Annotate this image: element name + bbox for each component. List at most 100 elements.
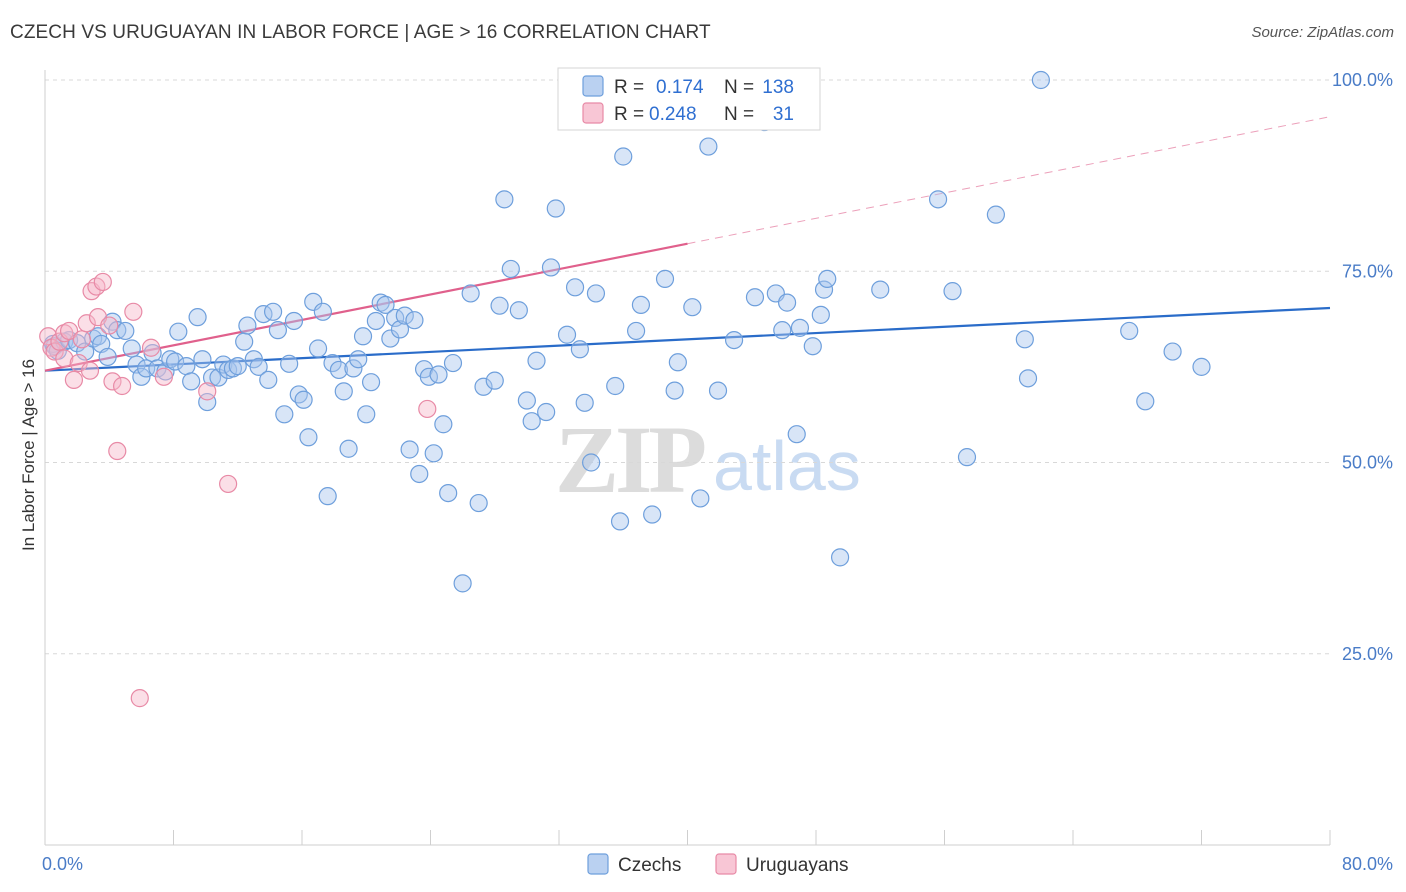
uruguayans-point <box>55 324 74 343</box>
czechs-point <box>344 359 363 378</box>
czechs-point <box>665 381 684 400</box>
czechs-point <box>546 199 565 218</box>
czechs-point <box>193 350 212 369</box>
czechs-point <box>699 137 718 156</box>
chart-source: Source: ZipAtlas.com <box>1251 24 1394 41</box>
czechs-point <box>490 296 509 315</box>
watermark-atlas: atlas <box>713 427 861 505</box>
czechs-point <box>787 425 806 444</box>
uruguayans-point <box>100 316 119 335</box>
czechs-point <box>485 371 504 390</box>
y-axis-label: In Labor Force | Age > 16 <box>19 359 38 551</box>
czechs-point <box>1163 342 1182 361</box>
czechs-point <box>626 321 646 341</box>
czechs-point <box>811 305 830 324</box>
czechs-point <box>228 357 247 376</box>
czechs-point <box>424 444 443 463</box>
czechs-point <box>668 353 687 372</box>
czechs-point <box>166 352 185 371</box>
czechs-point <box>313 302 332 321</box>
czechs-point <box>381 329 400 348</box>
uruguayans-point <box>103 372 122 391</box>
uruguayans-trend-extension <box>687 116 1331 245</box>
uruguayans-points <box>39 272 437 708</box>
uruguayans-point <box>154 367 173 386</box>
legend-r-value-uruguayans: 0.248 <box>649 104 697 125</box>
czechs-point <box>198 392 217 412</box>
czechs-point <box>509 301 528 320</box>
czechs-point <box>182 372 201 391</box>
czechs-point <box>268 321 288 340</box>
y-tick-label: 75.0% <box>1342 261 1393 281</box>
legend-n-value-czechs: 138 <box>762 77 794 98</box>
czechs-point <box>1031 70 1050 90</box>
axes <box>44 70 1331 846</box>
czechs-point <box>366 311 385 331</box>
czechs-point <box>304 292 323 311</box>
czechs-point <box>522 412 541 431</box>
czechs-point <box>223 359 243 378</box>
uruguayans-point <box>418 399 437 419</box>
czechs-point <box>773 321 792 340</box>
czechs-trend-line <box>44 306 1331 372</box>
czechs-point <box>275 405 294 424</box>
legend-n-label-czechs: N = <box>724 77 754 98</box>
czechs-point <box>928 190 948 209</box>
uruguayans-trend-line <box>44 242 688 372</box>
czechs-points <box>43 70 1211 593</box>
czechs-point <box>453 574 472 593</box>
uruguayans-point <box>124 302 143 321</box>
czechs-point <box>259 370 278 389</box>
czechs-point <box>443 353 463 373</box>
czechs-point <box>294 390 313 409</box>
x-tick-label-min: 0.0% <box>42 854 83 874</box>
y-tick-labels: 25.0% 50.0% 75.0% 100.0% <box>1332 70 1393 664</box>
czechs-point <box>814 280 834 299</box>
czechs-point <box>410 464 429 484</box>
uruguayans-point <box>64 370 84 389</box>
czechs-point <box>474 377 493 396</box>
legend-n-label-uruguayans: N = <box>724 104 754 125</box>
czechs-point <box>614 147 633 166</box>
bottom-legend-swatch-uruguayans <box>715 853 737 875</box>
legend-n-value-uruguayans: 31 <box>773 104 794 125</box>
bottom-legend-label-uruguayans: Uruguayans <box>746 855 848 876</box>
uruguayans-point <box>45 342 64 361</box>
uruguayans-point <box>108 441 127 461</box>
uruguayans-point <box>112 376 132 396</box>
czechs-point <box>249 357 268 376</box>
chart-title: CZECH VS URUGUAYAN IN LABOR FORCE | AGE … <box>10 22 711 43</box>
czechs-point <box>610 512 630 531</box>
czechs-point <box>238 316 257 335</box>
czechs-point <box>439 484 458 503</box>
uruguayans-point <box>87 277 106 296</box>
czechs-point <box>871 280 890 299</box>
czechs-point <box>803 337 822 356</box>
czechs-point <box>1192 357 1211 376</box>
y-tick-label: 100.0% <box>1332 70 1393 90</box>
bottom-legend: Czechs Uruguayans <box>587 853 848 876</box>
czechs-point <box>353 327 373 346</box>
czechs-point <box>777 293 797 312</box>
legend-swatch-czechs <box>582 75 604 97</box>
czechs-point <box>527 351 546 370</box>
czechs-point <box>790 318 810 337</box>
watermark: ZIP atlas <box>555 406 861 513</box>
uruguayans-point <box>72 330 92 349</box>
watermark-zip: ZIP <box>555 406 704 513</box>
czechs-point <box>405 311 424 330</box>
czechs-point <box>429 365 448 384</box>
x-tick-labels: 0.0% 80.0% <box>42 854 1393 874</box>
czechs-point <box>469 493 488 513</box>
czechs-point <box>818 269 837 288</box>
czechs-point <box>943 282 962 301</box>
czechs-point <box>235 332 254 351</box>
trend-lines <box>44 116 1331 372</box>
czechs-point <box>1136 392 1155 411</box>
uruguayans-point <box>59 321 79 341</box>
czechs-point <box>586 284 606 303</box>
czechs-point <box>122 339 141 358</box>
czechs-point <box>986 205 1006 224</box>
czechs-point <box>565 278 585 297</box>
